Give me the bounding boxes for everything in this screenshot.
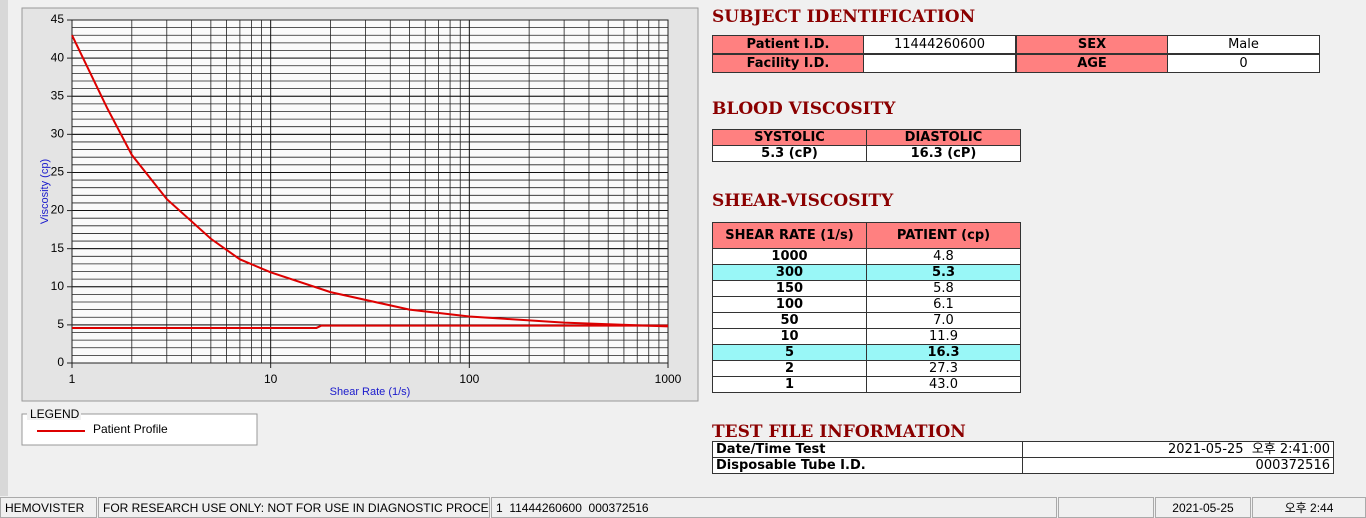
y-tick-label: 10 [51,279,65,293]
y-tick-label: 20 [51,203,65,217]
table-cell: 6.1 [866,296,1021,313]
section-title: SUBJECT IDENTIFICATION [712,7,976,27]
field-label: AGE [1016,54,1168,73]
field-label: SEX [1016,35,1168,54]
field-value: 0 [1167,54,1320,73]
field-label: Facility I.D. [712,54,864,73]
series-line [72,324,668,329]
table-cell: 2 [712,360,867,377]
table-cell: 1000 [712,248,867,265]
y-axis-label: Viscosity (cp) [39,159,51,224]
column-header: DIASTOLIC [866,129,1021,146]
table-cell: 150 [712,280,867,297]
chart: LEGEND 0 5 10 15 20 25 30 35 40 45 1 10 100 1000 Shear… [21,7,699,446]
y-tick-label: 0 [57,355,64,369]
legend-title: LEGEND [30,407,80,421]
status-cell: HEMOVISTER [0,497,97,518]
y-tick-label: 15 [51,241,65,255]
status-cell: 오후 2:44 [1252,497,1366,518]
table-cell: 4.8 [866,248,1021,265]
table-cell: 100 [712,296,867,313]
table-cell: 1 [712,376,867,393]
field-label: Patient I.D. [712,35,864,54]
status-cell: FOR RESEARCH USE ONLY: NOT FOR USE IN DI… [98,497,490,518]
column-header: SHEAR RATE (1/s) [712,222,867,249]
y-tick-label: 40 [51,50,65,64]
x-axis-label: Shear Rate (1/s) [330,386,411,398]
table-cell: 50 [712,312,867,329]
field-value [863,54,1016,73]
legend-title-bg [27,408,81,420]
y-tick-label: 45 [51,12,65,26]
plot-frame [71,19,669,364]
status-cell: 2021-05-25 [1155,497,1251,518]
x-tick-label: 1000 [655,372,682,386]
table-cell: 300 [712,264,867,281]
table-cell: 10 [712,328,867,345]
table-cell: 43.0 [866,376,1021,393]
x-tick-label: 100 [459,372,479,386]
info-label: Disposable Tube I.D. [712,457,1023,474]
info-label: Date/Time Test [712,441,1023,458]
info-value: 2021-05-25 오후 2:41:00 [1022,441,1334,458]
field-value: 11444260600 [863,35,1016,54]
y-tick-label: 35 [51,88,65,102]
field-value: Male [1167,35,1320,54]
section-title: BLOOD VISCOSITY [712,99,896,119]
legend-label: Patient Profile [93,422,168,436]
table-cell: 27.3 [866,360,1021,377]
table-cell: 5 [712,344,867,361]
value-cell: 16.3 (cP) [866,145,1021,162]
y-tick-label: 30 [51,127,65,141]
status-cell [1058,497,1154,518]
x-tick-label: 1 [69,372,76,386]
plot-area [72,20,668,363]
x-tick-label: 10 [264,372,278,386]
table-cell: 7.0 [866,312,1021,329]
left-edge [0,0,8,496]
info-value: 000372516 [1022,457,1334,474]
series-line [71,34,669,328]
status-cell: 1 11444260600 000372516 [491,497,1057,518]
table-cell: 16.3 [866,344,1021,361]
value-cell: 5.3 (cP) [712,145,867,162]
y-tick-label: 25 [51,165,65,179]
y-tick-label: 5 [57,317,64,331]
table-cell: 5.3 [866,264,1021,281]
table-cell: 5.8 [866,280,1021,297]
section-title: TEST FILE INFORMATION [712,422,966,442]
table-cell: 11.9 [866,328,1021,345]
column-header: SYSTOLIC [712,129,867,146]
column-header: PATIENT (cp) [866,222,1021,249]
section-title: SHEAR-VISCOSITY [712,191,894,211]
